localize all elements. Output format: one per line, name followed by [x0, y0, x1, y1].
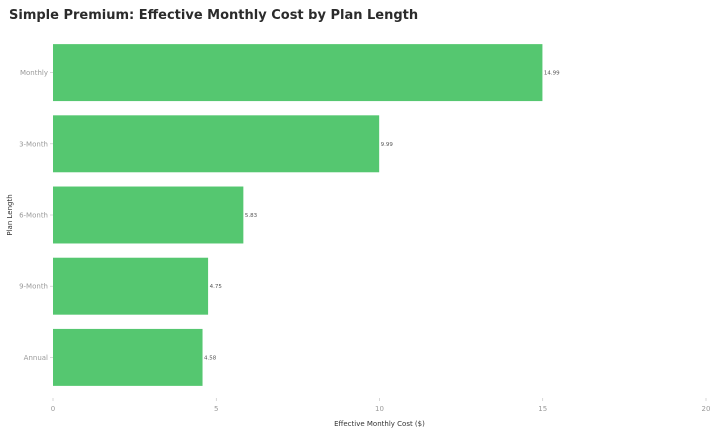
- x-tick-label: 20: [702, 405, 711, 413]
- x-tick-label: 15: [538, 405, 547, 413]
- chart-title: Simple Premium: Effective Monthly Cost b…: [9, 8, 419, 23]
- bar-value-label: 4.58: [204, 355, 217, 361]
- bar-value-labels: 14.99 9.99 5.83 4.75 4.58: [204, 71, 560, 362]
- y-tick-label: Monthly: [20, 69, 48, 77]
- bar-value-label: 9.99: [381, 142, 394, 148]
- x-tick-label: 5: [214, 405, 218, 413]
- bar-value-label: 5.83: [245, 213, 258, 219]
- bars-group: [53, 44, 543, 386]
- x-tick-label: 0: [51, 405, 55, 413]
- y-tick-label: 6-Month: [19, 212, 48, 220]
- y-tick-label: Annual: [24, 354, 48, 362]
- bar-value-label: 4.75: [210, 284, 223, 290]
- y-axis: Monthly 3-Month 6-Month 9-Month Annual: [19, 69, 53, 362]
- y-tick-label: 9-Month: [19, 283, 48, 291]
- x-tick-label: 10: [375, 405, 384, 413]
- bar-6-month: [53, 186, 244, 244]
- x-axis: 0 5 10 15 20: [51, 398, 711, 413]
- bar-monthly: [53, 44, 543, 102]
- bar-3-month: [53, 115, 380, 173]
- bar-annual: [53, 328, 203, 386]
- bar-value-label: 14.99: [544, 71, 560, 77]
- y-axis-title: Plan Length: [6, 194, 14, 235]
- bar-9-month: [53, 257, 209, 315]
- x-axis-title: Effective Monthly Cost ($): [334, 420, 425, 428]
- y-tick-label: 3-Month: [19, 140, 48, 148]
